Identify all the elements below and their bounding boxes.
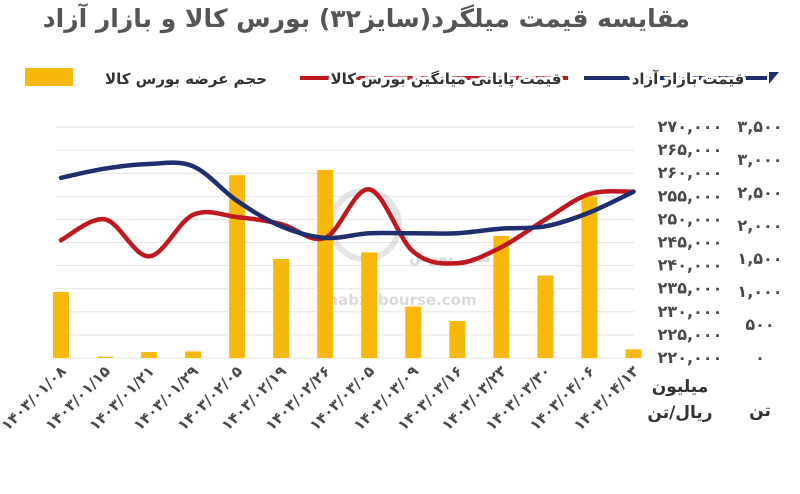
bar-supply xyxy=(493,235,510,358)
bar-supply xyxy=(273,259,290,358)
tons-tick-label: ۵۰۰ xyxy=(745,315,774,334)
bar-supply xyxy=(317,169,334,358)
chart-title: مقایسه قیمت میلگرد(سایز۳۲) بورس کالا و ب… xyxy=(43,3,690,34)
price-tick-label: ۲۲۵,۰۰۰ xyxy=(658,325,723,344)
tons-tick-label: ۱,۵۰۰ xyxy=(737,249,782,268)
bar-supply xyxy=(361,252,378,358)
x-axis-ticks: ۱۴۰۳/۰۱/۰۸۱۴۰۳/۰۱/۱۵۱۴۰۳/۰۱/۲۱۱۴۰۳/۰۱/۲۹… xyxy=(0,362,642,434)
price-tick-label: ۲۷۰,۰۰۰ xyxy=(658,117,723,136)
bar-supply xyxy=(97,356,114,358)
y-axis-ticks: ۲۷۰,۰۰۰ ۲۶۵,۰۰۰ ۲۶۰,۰۰۰ ۲۵۵,۰۰۰ ۲۵۰,۰۰۰ ۲۴۵,۰… xyxy=(658,117,783,367)
tons-tick-label: ۰ xyxy=(755,348,765,367)
line-series xyxy=(58,160,636,266)
price-tick-label: ۲۴۵,۰۰۰ xyxy=(658,233,723,252)
bar-supply xyxy=(229,175,246,358)
price-axis-unit-line2: ریال/تن xyxy=(647,403,712,423)
tons-axis-unit: تن xyxy=(749,401,771,421)
bar-supply xyxy=(449,321,466,358)
legend-label-free-market-bg: قیمت بازار آزاد xyxy=(632,70,745,88)
price-tick-label: ۲۵۵,۰۰۰ xyxy=(658,186,723,205)
bar-series-supply xyxy=(53,169,642,358)
price-tick-label: ۲۲۰,۰۰۰ xyxy=(658,348,723,367)
watermark-logo-icon xyxy=(328,188,402,262)
price-tick-label: ۲۶۰,۰۰۰ xyxy=(658,163,723,182)
bar-supply xyxy=(537,275,554,358)
tons-tick-label: ۱,۰۰۰ xyxy=(737,282,782,301)
bar-supply xyxy=(625,349,642,358)
price-tick-label: ۲۵۰,۰۰۰ xyxy=(658,209,723,228)
line-exchange-price xyxy=(58,187,636,266)
price-tick-label: ۲۶۵,۰۰۰ xyxy=(658,140,723,159)
price-axis-unit-line1: میلیون xyxy=(652,377,709,397)
legend-swatch-free-market xyxy=(769,72,779,84)
price-tick-label: ۲۳۰,۰۰۰ xyxy=(658,302,723,321)
tons-tick-label: ۳,۵۰۰ xyxy=(737,117,782,136)
tons-tick-label: ۳,۰۰۰ xyxy=(737,150,782,169)
price-tick-label: ۲۴۰,۰۰۰ xyxy=(658,256,723,275)
line-free-market xyxy=(58,160,636,241)
bar-supply xyxy=(581,196,598,358)
legend-label-exchange-price: قیمت پایانی میانگین بورس کالا xyxy=(330,70,561,89)
legend-label-exchange-price-bg: قیمت پایانی میانگین بورس کالا xyxy=(330,70,561,89)
legend-label-supply: حجم عرضه بورس کالا xyxy=(105,70,267,88)
tons-tick-label: ۲,۵۰۰ xyxy=(737,183,782,202)
bar-supply xyxy=(185,351,202,358)
legend-swatch-supply xyxy=(25,68,73,86)
price-tick-label: ۲۳۵,۰۰۰ xyxy=(658,279,723,298)
bar-supply xyxy=(53,292,69,358)
bar-supply xyxy=(405,306,422,358)
legend: قیمت بازار آزاد قیمت بازار آزاد قیمت پای… xyxy=(25,67,779,92)
legend-label-free-market: قیمت بازار آزاد xyxy=(632,70,745,88)
watermark-url: nabzebourse.com xyxy=(327,291,476,309)
bar-supply xyxy=(141,352,158,358)
tons-tick-label: ۲,۰۰۰ xyxy=(737,216,782,235)
